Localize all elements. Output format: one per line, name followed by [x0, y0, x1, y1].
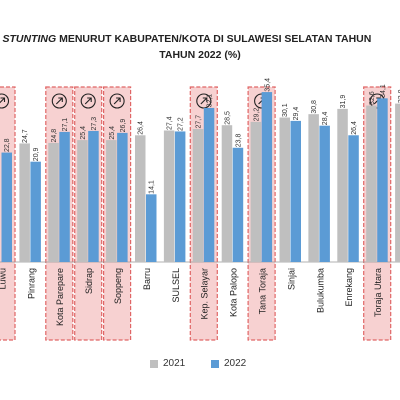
data-label-sidrap-2021: 25,4	[80, 126, 87, 140]
chart-title-line-1: I STUNTING MENURUT KABUPATEN/KOTA DI SUL…	[0, 33, 384, 45]
tick-label-kep-selayar: Kep. Selayar	[200, 268, 210, 320]
tick-label-sulsel: SULSEL	[171, 268, 181, 303]
bar-kota-parepare-2022	[59, 131, 70, 262]
bar-soppeng-2021	[106, 140, 117, 262]
chart-title-line-2: TAHUN 2022 (%)	[159, 49, 241, 61]
data-label-kota-palopo-2021: 28,5	[224, 111, 231, 125]
up-right-arrow-circle-icon	[0, 93, 10, 109]
data-label-sulsel-2021: 27,4	[167, 116, 174, 130]
bar-sinjai-2022	[290, 120, 301, 262]
tick-label-soppeng: Soppeng	[113, 268, 123, 304]
data-label-enrekang-2021: 31,9	[340, 95, 347, 109]
bar-toraja-utara-2021	[366, 105, 377, 263]
bar-enrekang-2022	[348, 135, 359, 262]
data-label-sidrap-2022: 27,3	[91, 117, 98, 131]
up-right-arrow-icon	[84, 97, 92, 105]
data-label-kota-parepare-2021: 24,8	[51, 129, 58, 143]
data-label-pinrang-2021: 24,7	[22, 129, 29, 143]
data-label-enrekang-2022: 26,4	[351, 121, 358, 135]
bar-barru-2021	[135, 135, 146, 262]
data-label-toraja-utara-2021: 32,6	[369, 91, 376, 105]
data-label-kota-parepare-2022: 27,1	[62, 118, 69, 132]
tick-label-toraja-utara: Toraja Utara	[373, 268, 383, 317]
data-label-soppeng-2021: 25,4	[109, 126, 116, 140]
data-label-gowa-2021: 33,0	[398, 89, 400, 103]
legend-swatch-2021	[150, 359, 158, 368]
bar-bulukumba-2021	[308, 114, 319, 262]
bar-pinrang-2022	[30, 161, 41, 262]
bar-kota-parepare-2021	[48, 142, 59, 262]
tick-label-luwu: Luwu	[0, 268, 7, 290]
data-label-barru-2022: 14,1	[149, 180, 156, 194]
bar-sidrap-2021	[77, 140, 88, 262]
tick-label-barru: Barru	[142, 268, 152, 290]
data-label-kep-selayar-2022: 32,1	[207, 94, 214, 108]
data-label-barru-2021: 26,4	[138, 121, 145, 135]
tick-label-enrekang: Enrekang	[344, 268, 354, 307]
up-right-arrow-icon	[113, 97, 121, 105]
bar-kota-palopo-2021	[221, 125, 233, 262]
bar-kep-selayar-2022	[203, 107, 215, 262]
data-label-sinjai-2022: 29,4	[293, 107, 300, 121]
bar-enrekang-2021	[337, 108, 348, 262]
data-label-kota-palopo-2022: 23,8	[235, 134, 242, 148]
data-label-soppeng-2022: 26,9	[120, 119, 127, 133]
data-label-tana-toraja-2021: 29,2	[253, 108, 260, 122]
data-label-tana-toraja-2022: 35,4	[264, 78, 271, 92]
data-label-bulukumba-2021: 30,8	[311, 100, 318, 114]
bar-bulukumba-2022	[319, 125, 330, 263]
tick-label-kota-parepare: Kota Parepare	[55, 268, 65, 326]
legend-swatch-2022	[211, 359, 219, 368]
tick-label-sidrap: Sidrap	[84, 268, 94, 294]
up-right-arrow-icon	[0, 97, 6, 104]
legend-label-2022: 2022	[224, 358, 247, 369]
bar-pinrang-2021	[19, 143, 30, 262]
bar-sulsel-2021	[163, 130, 175, 262]
bar-toraja-utara-2022	[377, 98, 388, 262]
tick-label-sinjai: Sinjai	[286, 268, 296, 290]
bar-soppeng-2022	[117, 132, 128, 262]
legend-item-2021: 2021	[150, 358, 185, 369]
bar-luwu-2022	[1, 152, 12, 262]
bar-tana-toraja-2021	[250, 121, 262, 262]
up-right-arrow-circle-icon	[51, 93, 67, 109]
bar-kep-selayar-2021	[192, 129, 204, 262]
tick-label-pinrang: Pinrang	[26, 268, 36, 299]
data-label-kep-selayar-2021: 27,7	[196, 115, 203, 129]
data-label-luwu-2022: 22,8	[4, 138, 11, 152]
bar-sinjai-2021	[279, 117, 290, 263]
up-right-arrow-icon	[200, 97, 208, 105]
tick-label-bulukumba: Bulukumba	[315, 268, 325, 313]
bar-sulsel-2022	[174, 131, 186, 262]
tick-label-tana-toraja: Tana Toraja	[257, 268, 267, 314]
tick-label-kota-palopo: Kota Palopo	[229, 268, 239, 317]
data-label-sulsel-2022: 27,2	[178, 117, 185, 131]
bar-sidrap-2022	[88, 130, 99, 262]
data-label-pinrang-2022: 20,9	[33, 147, 40, 161]
title-rest: MENURUT KABUPATEN/KOTA DI SULAWESI SELAT…	[56, 33, 372, 45]
data-label-sinjai-2021: 30,1	[282, 103, 289, 117]
legend-item-2022: 2022	[211, 358, 246, 369]
data-label-toraja-utara-2022: 34,1	[380, 84, 387, 98]
bar-tana-toraja-2022	[261, 92, 273, 262]
data-label-bulukumba-2022: 28,4	[322, 111, 329, 125]
legend-label-2021: 2021	[163, 358, 186, 369]
title-italic: STUNTING	[2, 33, 57, 45]
bar-gowa-2021	[395, 103, 400, 262]
bar-kota-palopo-2022	[232, 147, 244, 262]
up-right-arrow-circle-icon	[80, 93, 96, 109]
bar-barru-2022	[146, 194, 157, 262]
up-right-arrow-icon	[55, 97, 63, 105]
up-right-arrow-circle-icon	[109, 93, 125, 109]
